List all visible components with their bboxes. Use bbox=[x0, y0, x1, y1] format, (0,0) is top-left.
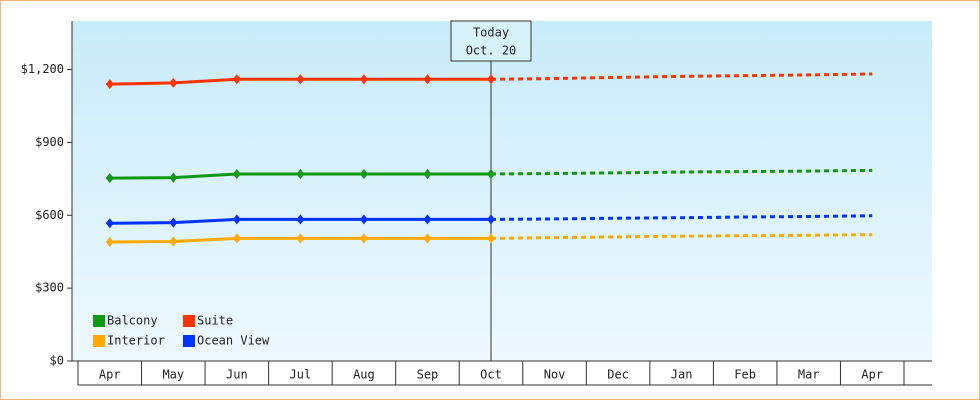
point bbox=[359, 169, 368, 179]
point bbox=[423, 74, 432, 85]
point bbox=[232, 233, 241, 244]
x-tick-label: May bbox=[162, 368, 184, 382]
point bbox=[169, 236, 178, 247]
point bbox=[105, 173, 114, 184]
x-tick-label: Jul bbox=[290, 368, 312, 382]
point bbox=[487, 233, 495, 244]
today-box bbox=[450, 20, 532, 62]
point bbox=[296, 169, 305, 179]
forecast-line bbox=[490, 168, 873, 176]
point bbox=[423, 233, 432, 244]
point bbox=[232, 214, 241, 225]
y-tick-label: $300 bbox=[35, 281, 64, 295]
point bbox=[169, 77, 178, 88]
legend-label: Ocean View bbox=[197, 334, 270, 348]
point bbox=[169, 217, 178, 228]
legend-label: Balcony bbox=[107, 314, 158, 328]
point bbox=[359, 233, 368, 244]
x-tick-label: Apr bbox=[861, 368, 883, 382]
plot-area bbox=[72, 21, 932, 361]
forecast-line bbox=[490, 214, 873, 221]
legend-swatch bbox=[93, 335, 105, 347]
legend-swatch bbox=[183, 335, 195, 347]
y-tick-label: $900 bbox=[35, 135, 64, 149]
x-tick-label: Mar bbox=[798, 368, 820, 382]
x-tick-label: Feb bbox=[734, 368, 756, 382]
x-tick-label: Jun bbox=[226, 368, 248, 382]
x-tick-label: Oct bbox=[480, 368, 502, 382]
x-tick-label: Jan bbox=[671, 368, 693, 382]
point bbox=[105, 218, 114, 229]
point bbox=[296, 74, 305, 85]
point bbox=[423, 214, 432, 225]
y-tick-label: $600 bbox=[35, 208, 64, 222]
y-tick-label: $1,200 bbox=[21, 62, 64, 76]
legend-swatch bbox=[93, 315, 105, 327]
point bbox=[232, 74, 241, 85]
point bbox=[487, 214, 495, 225]
x-tick-label: Nov bbox=[544, 368, 566, 382]
point bbox=[487, 74, 495, 85]
point bbox=[359, 214, 368, 225]
legend-label: Interior bbox=[107, 334, 165, 348]
point bbox=[169, 172, 178, 183]
legend-swatch bbox=[183, 315, 195, 327]
point bbox=[423, 169, 432, 179]
point bbox=[105, 79, 114, 90]
point bbox=[359, 74, 368, 85]
point bbox=[232, 169, 241, 179]
legend-label: Suite bbox=[197, 314, 233, 328]
today-date: Oct. 20 bbox=[466, 44, 517, 58]
x-tick-label: Sep bbox=[417, 368, 439, 382]
forecast-line bbox=[490, 72, 873, 81]
point bbox=[487, 169, 495, 179]
y-tick-label: $0 bbox=[50, 354, 64, 368]
x-tick-label: Dec bbox=[607, 368, 629, 382]
point bbox=[105, 237, 114, 247]
x-tick-label: Apr bbox=[99, 368, 121, 382]
today-label: Today bbox=[473, 26, 509, 40]
x-tick-label: Aug bbox=[353, 368, 375, 382]
point bbox=[296, 214, 305, 225]
forecast-line bbox=[490, 233, 873, 240]
point bbox=[296, 233, 305, 244]
